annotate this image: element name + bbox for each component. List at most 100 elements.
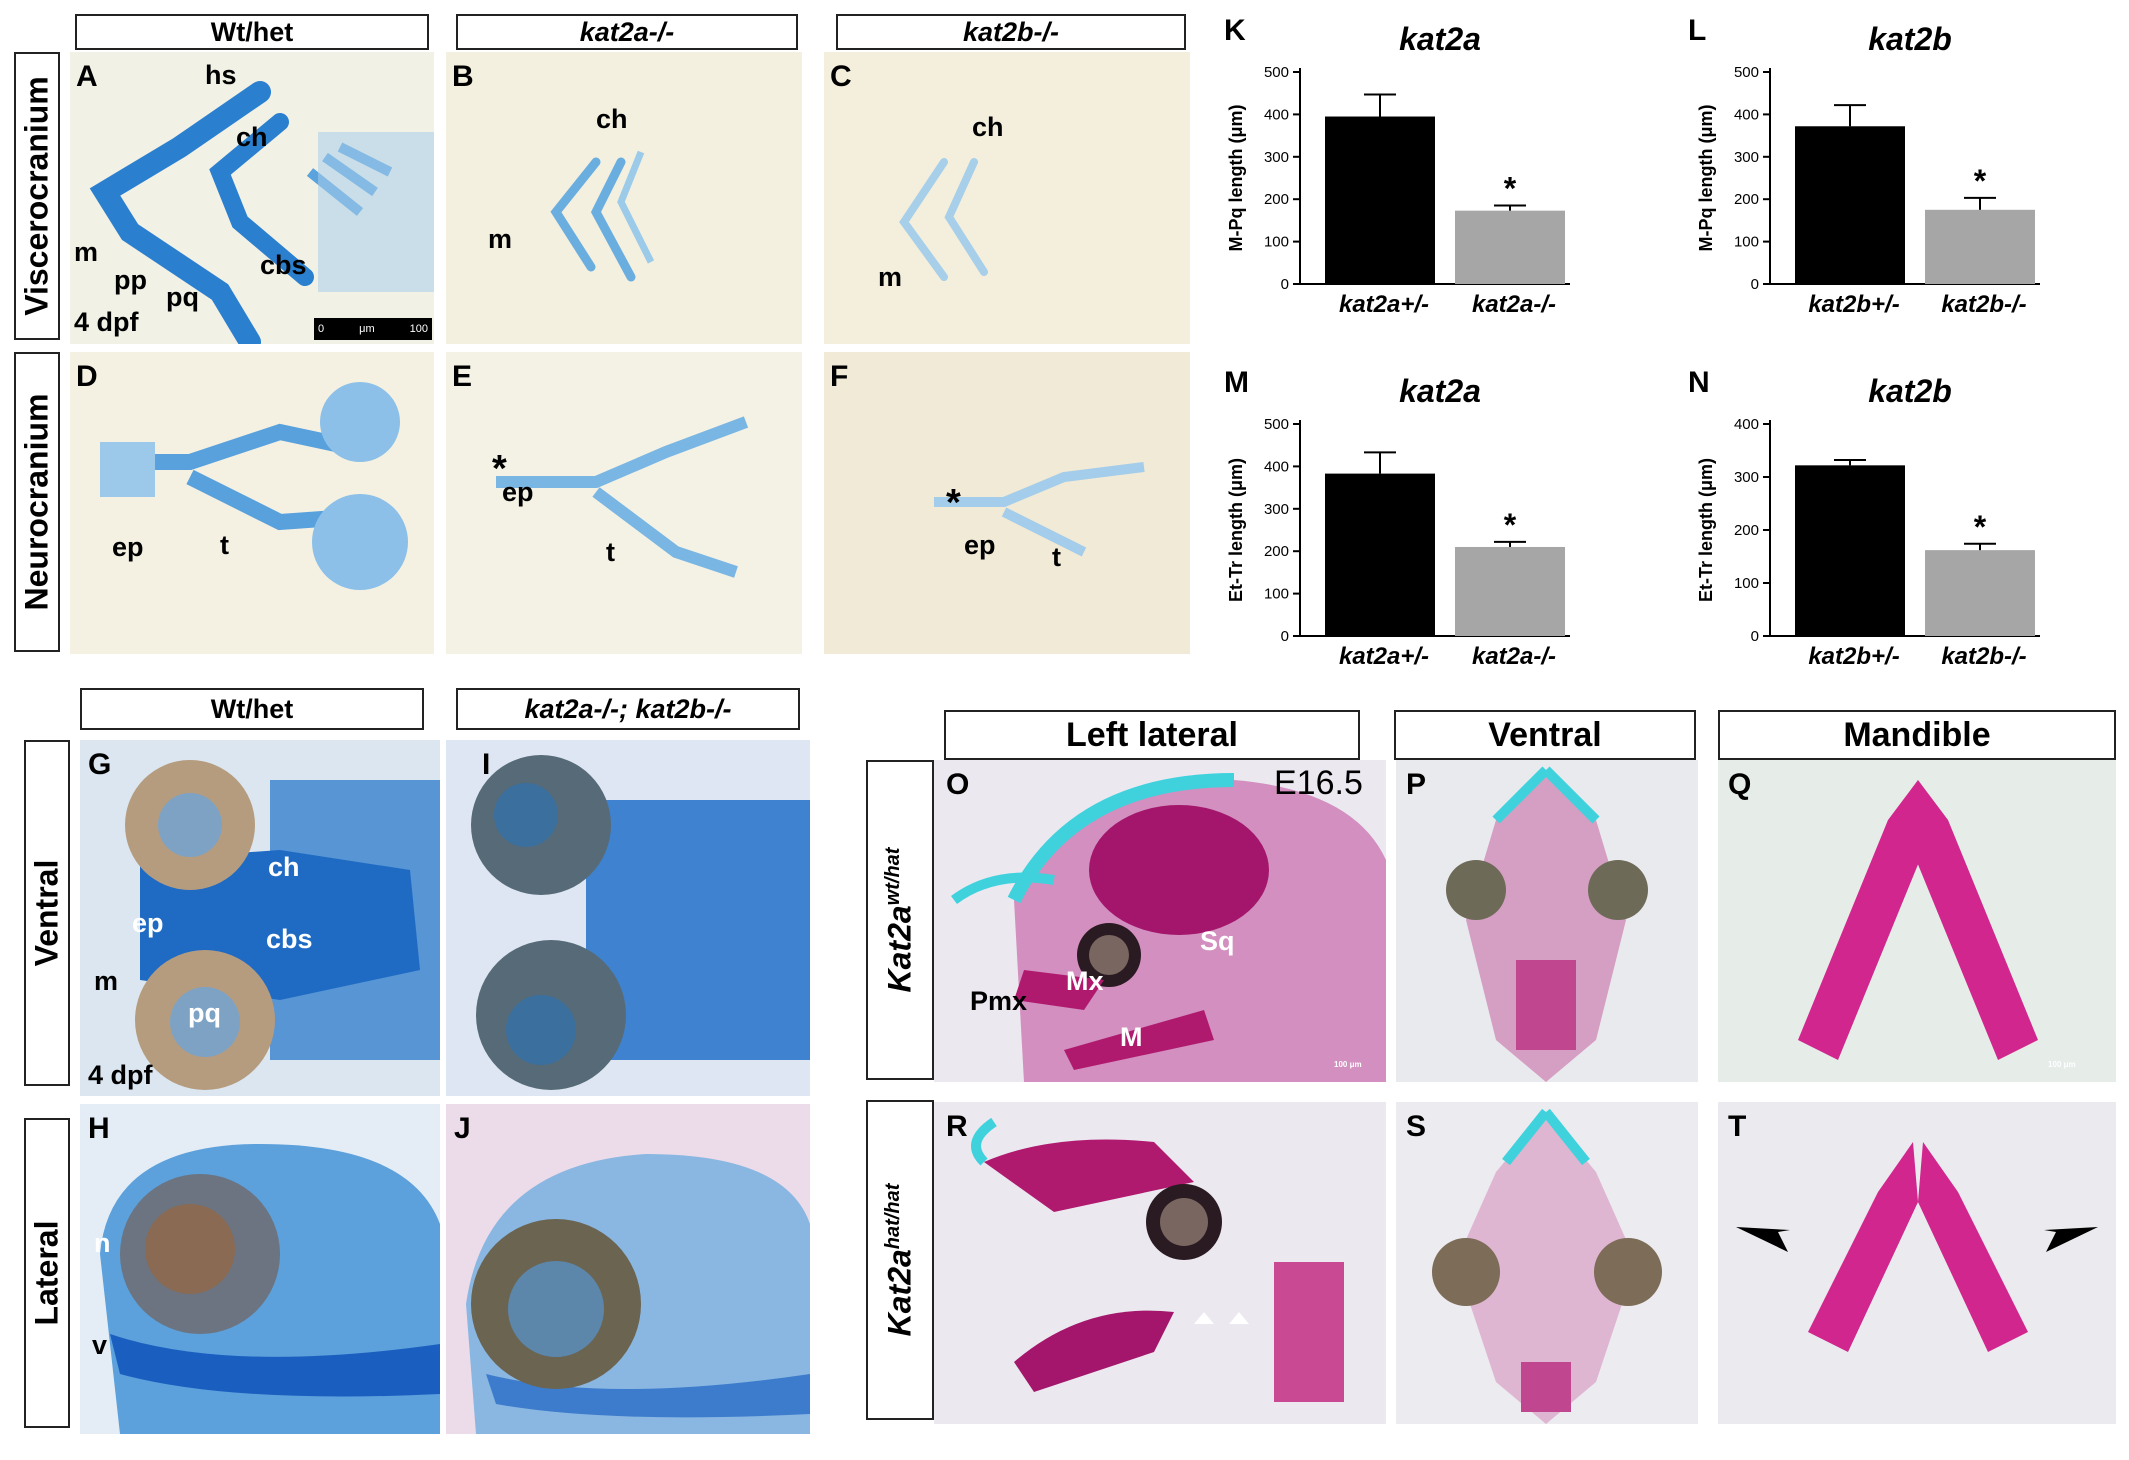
- label-m: m: [878, 262, 903, 292]
- y-axis-label: Et-Tr length (μm): [1226, 458, 1246, 602]
- panel-letter: G: [88, 748, 112, 781]
- header-double-mutant: kat2a-/-; kat2b-/-: [456, 688, 800, 730]
- panel-f-kat2b-neurocranium: F * ep t: [824, 352, 1190, 654]
- row-label-text: Ventral: [28, 859, 65, 967]
- bar-chart-k: kat2a 0 100 200 300 400 500 M-Pq length (μm) kat…: [1226, 21, 1570, 318]
- panel-letter: F: [830, 360, 849, 393]
- label-t: t: [220, 530, 229, 560]
- header-ventral-mouse: Ventral: [1394, 710, 1696, 760]
- x-tick-label: kat2b+/-: [1808, 291, 1899, 318]
- scale-unit: μm: [359, 323, 375, 335]
- y-tick-label: 500: [1734, 64, 1759, 81]
- panel-letter: J: [454, 1112, 471, 1145]
- panel-letter: T: [1728, 1110, 1747, 1143]
- significance-marker: *: [1504, 507, 1517, 543]
- header-wt-het-top: Wt/het: [75, 14, 429, 50]
- panel-o-wt-left-lateral: O E16.5 Pmx Mx Sq M 100 μm: [934, 760, 1386, 1082]
- chart-k: K kat2a 0 100 200 300 400 500 M-Pq length (μm) k…: [1210, 14, 1630, 354]
- bar: [1795, 126, 1905, 284]
- label-ep: ep: [964, 530, 996, 560]
- arrow-right-icon: [2044, 1227, 2098, 1252]
- x-tick-label: kat2a+/-: [1339, 291, 1429, 318]
- larva-image-h: [100, 1144, 440, 1434]
- label-m: m: [94, 966, 119, 996]
- y-axis-label: Et-Tr length (μm): [1696, 458, 1716, 602]
- header-kat2b-mutant: kat2b-/-: [836, 14, 1186, 50]
- label-hs: hs: [205, 60, 237, 90]
- y-tick-label: 400: [1734, 106, 1759, 123]
- panel-letter: I: [482, 748, 491, 781]
- row-label-text: Viscerocranium: [18, 76, 55, 316]
- y-tick-label: 300: [1734, 469, 1759, 486]
- genotype-prefix: Kat2a: [881, 1249, 918, 1337]
- panel-letter: O: [946, 768, 970, 801]
- row-label-text: Neurocranium: [18, 393, 55, 611]
- cartilage-image-d: [100, 382, 408, 590]
- asterisk-marker: *: [492, 448, 507, 490]
- panel-b-kat2a-viscerocranium: B ch m: [446, 52, 802, 344]
- row-label-viscerocranium: Viscerocranium: [14, 52, 60, 340]
- label-m-mandible: M: [1120, 1022, 1143, 1052]
- panel-letter: C: [830, 60, 852, 93]
- label-t: t: [606, 537, 615, 567]
- x-tick-label: kat2a+/-: [1339, 643, 1429, 670]
- panel-t-mut-mandible: T: [1718, 1102, 2116, 1424]
- header-text: Mandible: [1843, 715, 1991, 754]
- label-ep: ep: [112, 532, 144, 562]
- y-tick-label: 0: [1751, 276, 1759, 293]
- y-tick-label: 300: [1264, 501, 1289, 518]
- genotype-superscript: hat/hat: [881, 1183, 904, 1250]
- mandible-image-t: [1736, 1142, 2098, 1352]
- row-label-kat2a-wt-hat: Kat2awt/hat: [866, 760, 934, 1080]
- arrow-left-icon: [1736, 1227, 1790, 1252]
- label-pq: pq: [188, 998, 221, 1028]
- scale-start: 0: [318, 323, 325, 335]
- larva-image-g: [125, 760, 440, 1090]
- bar: [1925, 209, 2035, 284]
- panel-q-wt-mandible: Q 100 μm: [1718, 760, 2116, 1082]
- genotype-superscript: wt/hat: [881, 847, 904, 906]
- y-tick-label: 0: [1281, 276, 1289, 293]
- panel-letter: B: [452, 60, 474, 93]
- significance-marker: *: [1974, 163, 1987, 199]
- panel-letter: M: [1224, 366, 1249, 399]
- genotype-label: Kat2awt/hat: [882, 848, 919, 993]
- panel-j-double-lateral: J: [446, 1104, 810, 1434]
- header-text: kat2a-/-; kat2b-/-: [524, 693, 732, 724]
- header-text: kat2b-/-: [962, 16, 1060, 47]
- y-tick-label: 200: [1734, 191, 1759, 208]
- y-tick-label: 100: [1264, 234, 1289, 251]
- scale-label: 100 μm: [1334, 1060, 1362, 1069]
- label-n: n: [94, 1228, 111, 1258]
- panel-p-wt-ventral: P: [1396, 760, 1698, 1082]
- label-t: t: [1052, 542, 1061, 572]
- cartilage-image-f: [934, 462, 1145, 557]
- significance-marker: *: [1504, 171, 1517, 207]
- bar-chart-m: kat2a 0 100 200 300 400 500 Et-Tr length (μm) ka…: [1226, 373, 1570, 670]
- skull-image-r: [971, 1117, 1344, 1402]
- panel-letter: H: [88, 1112, 110, 1145]
- panel-letter: N: [1688, 366, 1710, 399]
- y-tick-label: 0: [1751, 628, 1759, 645]
- cartilage-image-c: [899, 158, 988, 281]
- cartilage-image-e: [496, 416, 749, 578]
- age-label: 4 dpf: [88, 1060, 153, 1090]
- bar: [1325, 116, 1435, 285]
- panel-i-double-ventral: I: [446, 740, 810, 1096]
- x-tick-label: kat2a-/-: [1472, 291, 1556, 318]
- y-axis-label: M-Pq length (μm): [1226, 105, 1246, 252]
- row-label-text: Lateral: [28, 1220, 65, 1326]
- skull-image-s: [1432, 1108, 1662, 1424]
- chart-title: kat2b: [1868, 373, 1952, 409]
- label-ep: ep: [502, 477, 534, 507]
- label-sq: Sq: [1200, 926, 1235, 956]
- header-text: Wt/het: [210, 693, 294, 724]
- y-tick-label: 400: [1264, 106, 1289, 123]
- header-wt-het-mid: Wt/het: [80, 688, 424, 730]
- chart-n: N kat2b 0 100 200 300 400 Et-Tr length (μm) kat…: [1680, 366, 2100, 706]
- label-pq: pq: [166, 282, 199, 312]
- larva-image-j: [466, 1154, 810, 1434]
- chart-l: L kat2b 0 100 200 300 400 500 M-Pq length (μm) k…: [1680, 14, 2100, 354]
- cartilage-image-a: [89, 81, 434, 344]
- y-tick-label: 300: [1734, 149, 1759, 166]
